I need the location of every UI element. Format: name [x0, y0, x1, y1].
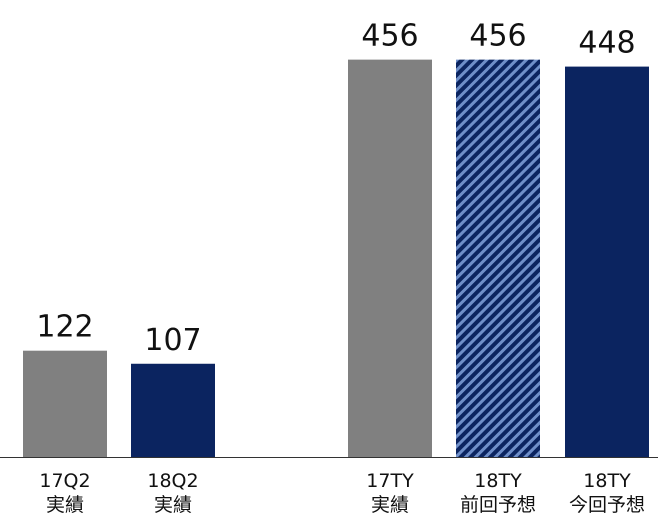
category-label-3-line-1: 17TY: [366, 470, 414, 492]
category-label-2-line-2: 実績: [154, 494, 192, 516]
category-label-5-line-2: 今回予想: [569, 494, 645, 516]
data-label-3: 456: [361, 19, 418, 54]
category-label-1-line-2: 実績: [46, 494, 84, 516]
category-label-2-line-1: 18Q2: [147, 470, 198, 492]
category-label-3-line-2: 実績: [371, 494, 409, 516]
bar-2: [131, 363, 215, 457]
category-label-4-line-2: 前回予想: [460, 494, 536, 516]
bar-1: [23, 350, 107, 457]
category-label-4-line-1: 18TY: [474, 470, 522, 492]
bar-3: [348, 59, 432, 457]
category-label-5-line-1: 18TY: [583, 470, 631, 492]
value-labels-group: 122 107 456 456 448: [36, 19, 635, 358]
data-label-5: 448: [578, 26, 635, 61]
bar-4: [456, 59, 540, 457]
bar-5: [565, 66, 649, 457]
data-label-2: 107: [144, 323, 201, 358]
category-label-1-line-1: 17Q2: [39, 470, 90, 492]
bars-group: [23, 59, 649, 457]
data-label-4: 456: [469, 19, 526, 54]
data-label-1: 122: [36, 310, 93, 345]
